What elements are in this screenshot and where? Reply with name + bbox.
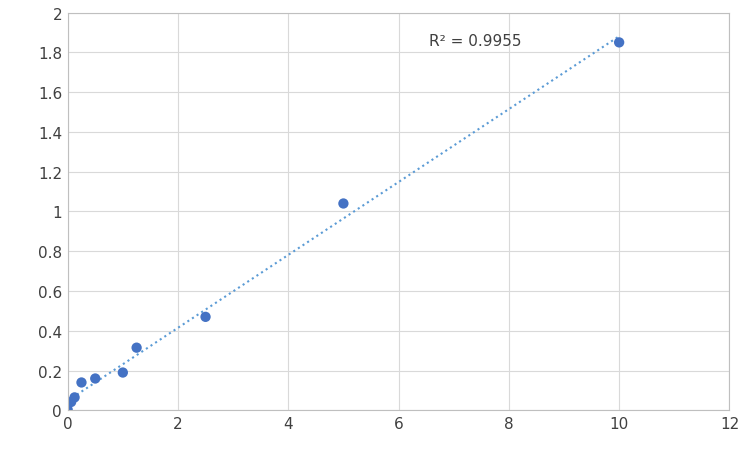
Point xyxy=(613,40,625,47)
Point xyxy=(68,394,80,401)
Text: R² = 0.9955: R² = 0.9955 xyxy=(429,34,521,49)
Point xyxy=(338,200,350,207)
Point xyxy=(117,369,129,376)
Point xyxy=(75,379,87,386)
Point xyxy=(62,406,74,414)
Point xyxy=(131,344,143,351)
Point xyxy=(89,375,102,382)
Point xyxy=(65,399,77,406)
Point xyxy=(199,313,211,321)
